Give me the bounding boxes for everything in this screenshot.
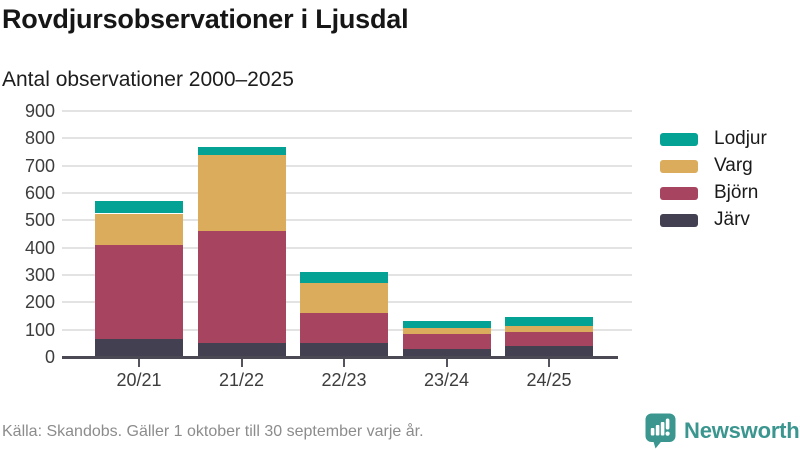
gridline-y500 bbox=[62, 219, 632, 222]
bar-segment-björn-21-22 bbox=[197, 231, 286, 344]
y-axis-tick-label: 0 bbox=[44, 347, 55, 367]
y-axis-tick-label: 400 bbox=[24, 237, 55, 258]
legend-label: Järv bbox=[714, 209, 750, 230]
legend-item-lodjur: Lodjur bbox=[660, 128, 767, 150]
bar-segment-varg-23-24 bbox=[402, 328, 491, 334]
chart-subtitle: Antal observationer 2000–2025 bbox=[2, 68, 294, 91]
bar-segment-lodjur-23-24 bbox=[402, 321, 491, 329]
bar-segment-lodjur-20-21 bbox=[95, 201, 183, 214]
bar-segment-björn-23-24 bbox=[402, 333, 491, 349]
bar-segment-varg-20-21 bbox=[95, 213, 183, 245]
source-note: Källa: Skandobs. Gäller 1 oktober till 3… bbox=[2, 423, 424, 440]
legend-item-järv: Järv bbox=[660, 209, 750, 231]
bar-segment-varg-21-22 bbox=[197, 154, 286, 232]
bar-segment-järv-22-23 bbox=[300, 343, 388, 357]
bar-segment-björn-24-25 bbox=[505, 332, 593, 347]
x-axis-tick-label: 21/22 bbox=[218, 370, 265, 390]
y-axis-tick-label: 600 bbox=[24, 183, 55, 203]
gridline-y600 bbox=[62, 192, 632, 194]
legend-swatch-björn bbox=[660, 186, 698, 200]
legend-item-björn: Björn bbox=[660, 182, 758, 204]
bar-segment-järv-21-22 bbox=[197, 343, 286, 357]
y-axis-tick-label: 900 bbox=[24, 101, 55, 121]
x-axis-tick bbox=[138, 359, 140, 367]
newsworthy-wordmark: Newsworthy bbox=[684, 418, 800, 443]
y-axis-tick-label: 200 bbox=[24, 292, 55, 313]
chart-title: Rovdjursobservationer i Ljusdal bbox=[2, 4, 409, 34]
bar-segment-järv-20-21 bbox=[95, 339, 183, 357]
legend-item-varg: Varg bbox=[660, 155, 753, 177]
y-axis-tick-label: 800 bbox=[24, 128, 55, 149]
legend-swatch-varg bbox=[660, 159, 698, 173]
legend-label: Björn bbox=[714, 182, 759, 203]
x-axis-tick-label: 24/25 bbox=[526, 370, 572, 390]
x-axis-tick bbox=[240, 359, 243, 367]
x-axis-tick bbox=[548, 359, 550, 367]
bar-segment-björn-22-23 bbox=[300, 313, 388, 344]
gridline-y700 bbox=[62, 164, 632, 167]
bar-segment-lodjur-21-22 bbox=[197, 146, 286, 155]
legend-swatch-lodjur bbox=[660, 132, 698, 146]
legend-swatch-järv bbox=[660, 213, 698, 227]
legend-label: Varg bbox=[714, 155, 753, 176]
bar-segment-björn-20-21 bbox=[95, 244, 183, 340]
x-axis-tick bbox=[343, 359, 345, 367]
newsworthy-bubble-barchart-icon bbox=[645, 413, 676, 449]
bar-segment-lodjur-22-23 bbox=[300, 272, 388, 284]
legend-label: Lodjur bbox=[714, 128, 767, 149]
bar-segment-varg-22-23 bbox=[300, 283, 388, 314]
gridline-y900 bbox=[62, 110, 632, 112]
x-axis-tick-label: 22/23 bbox=[321, 370, 367, 390]
x-axis-tick-label: 23/24 bbox=[423, 370, 470, 390]
x-axis-line bbox=[62, 356, 618, 359]
bar-segment-järv-24-25 bbox=[505, 346, 593, 357]
y-axis-tick-label: 500 bbox=[24, 210, 55, 231]
bar-segment-varg-24-25 bbox=[505, 325, 593, 333]
bar-segment-järv-23-24 bbox=[402, 348, 491, 357]
y-axis-tick-label: 300 bbox=[24, 265, 55, 285]
y-axis-tick-label: 100 bbox=[24, 319, 55, 340]
x-axis-tick-label: 20/21 bbox=[116, 370, 162, 390]
gridline-y400 bbox=[62, 246, 632, 249]
y-axis-tick-label: 700 bbox=[24, 155, 55, 176]
x-axis-tick bbox=[445, 359, 448, 367]
gridline-y800 bbox=[62, 137, 632, 140]
newsworthy-logo: Newsworthy bbox=[645, 413, 800, 449]
bar-segment-lodjur-24-25 bbox=[505, 317, 593, 326]
